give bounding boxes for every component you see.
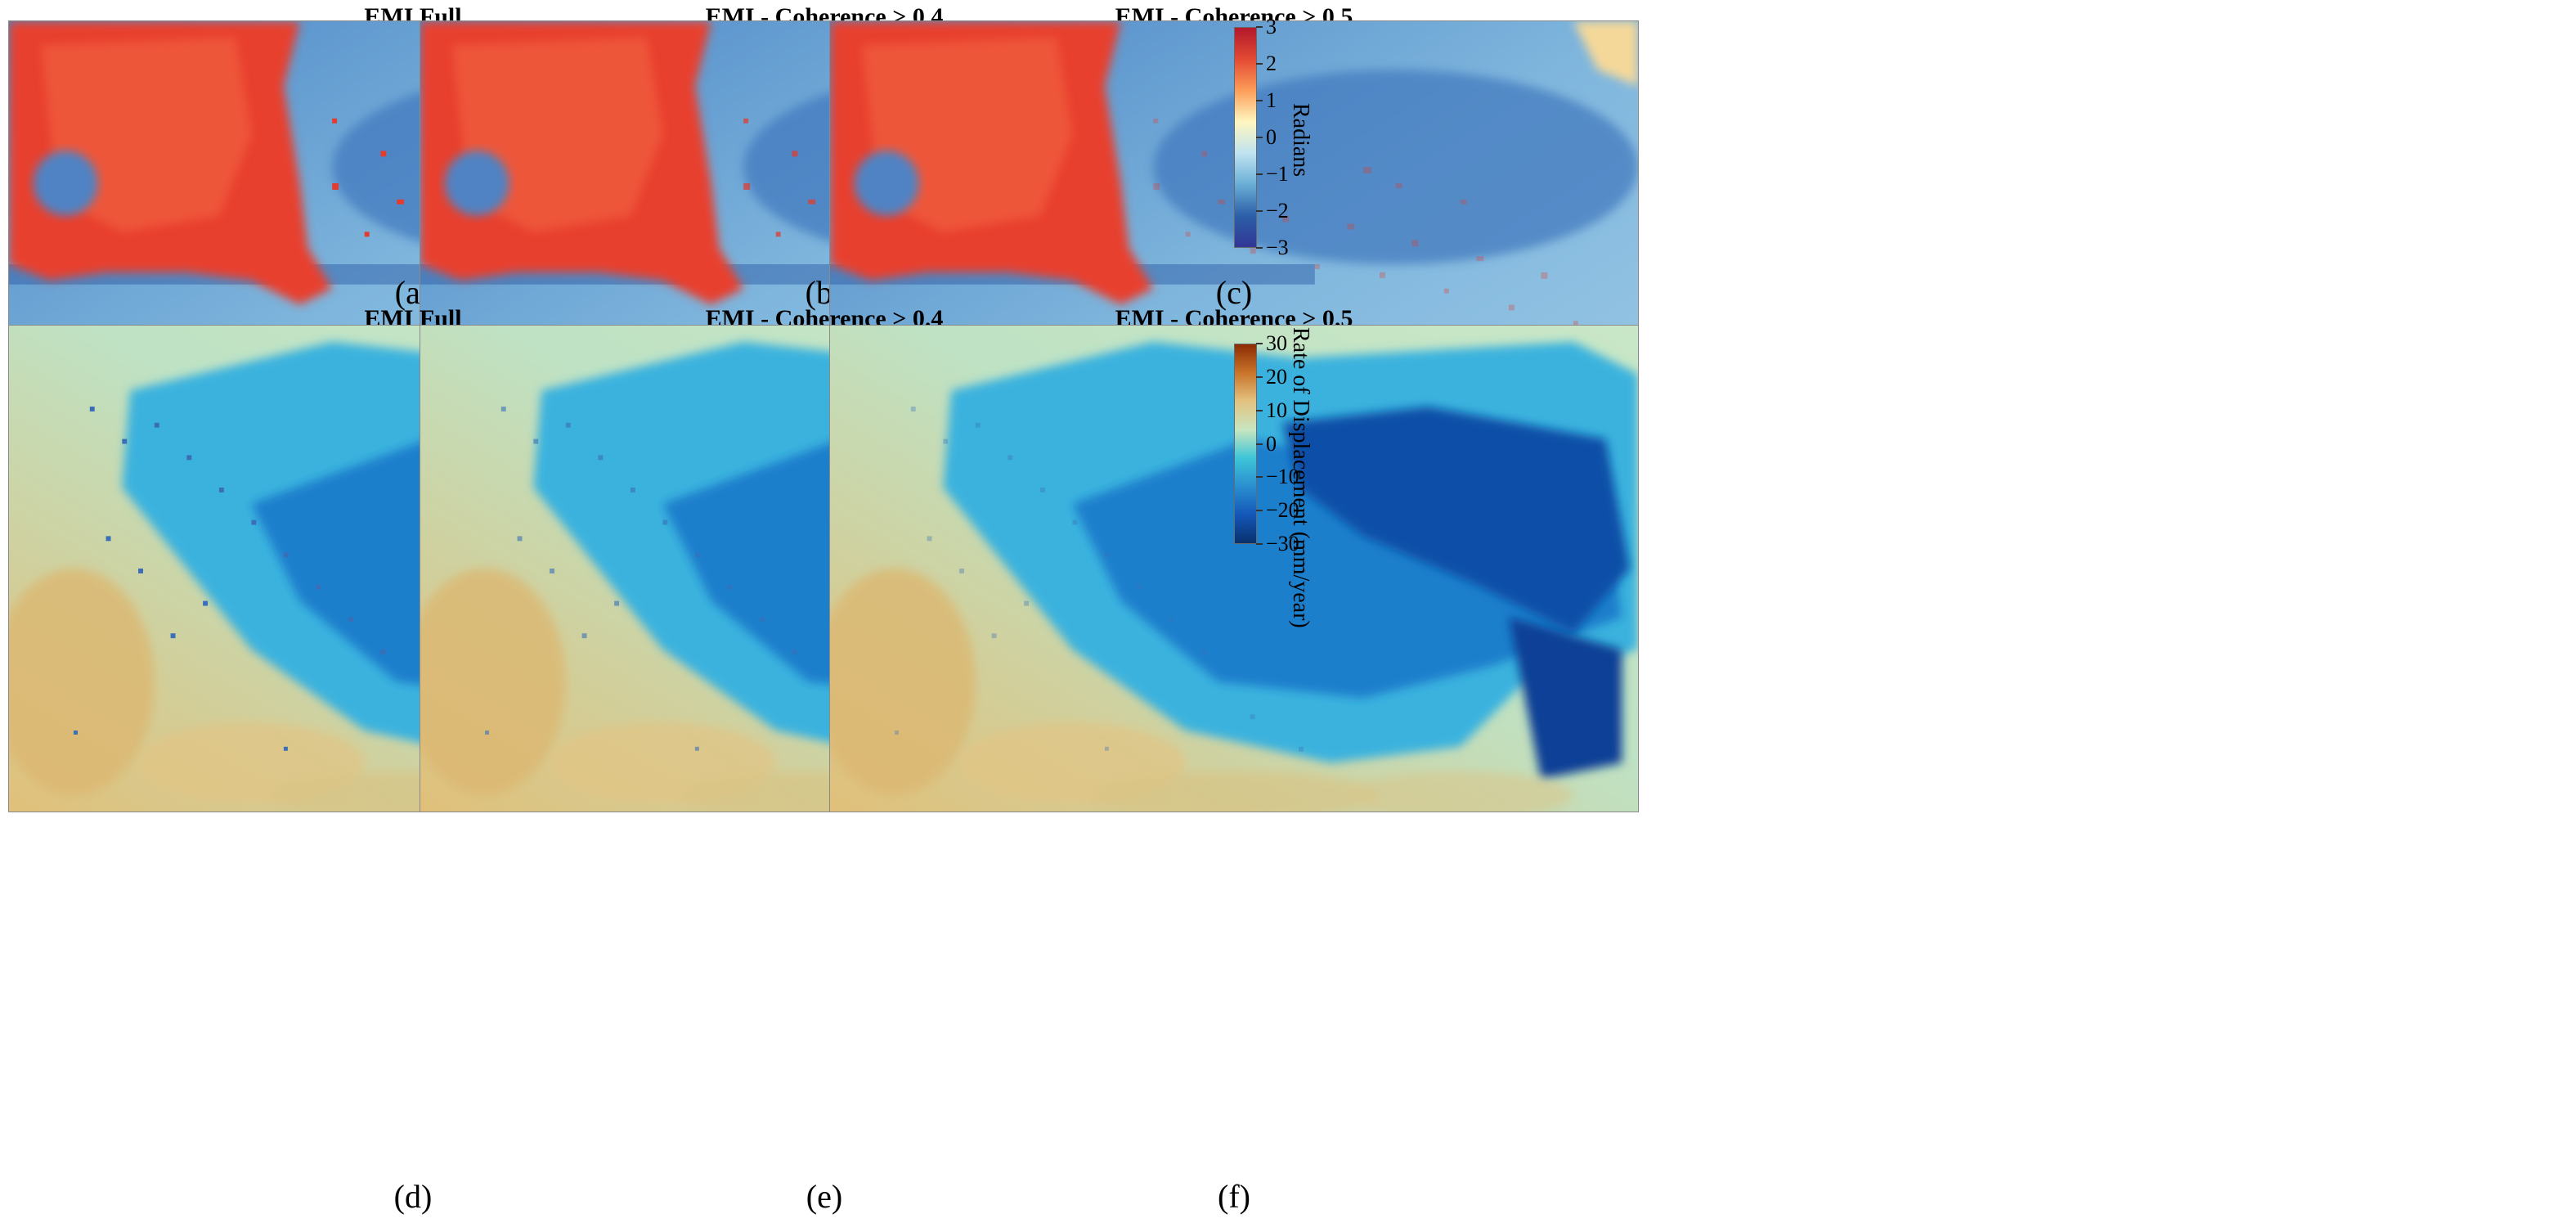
colorbar-tick: 30 [1256, 331, 1287, 355]
colorbar-gradient [1234, 344, 1257, 544]
colorbar-tick: 10 [1256, 398, 1287, 422]
colorbar-gradient [1234, 27, 1257, 248]
panel-label: (c) [1215, 274, 1253, 311]
colorbar-tick: −10 [1256, 465, 1299, 489]
rate-map-coh-05 [829, 325, 1639, 812]
colorbar-tick: −20 [1256, 498, 1299, 523]
colorbar-tick: 1 [1256, 88, 1277, 112]
colorbar-tick: −3 [1256, 236, 1289, 259]
colorbar-tick: −2 [1256, 198, 1289, 223]
colorbar-tick: 3 [1256, 15, 1277, 38]
colorbar-tick: 2 [1256, 52, 1277, 75]
colorbar-tick: 20 [1256, 364, 1287, 389]
panel-label: (f) [1218, 1178, 1250, 1215]
colorbar-tick: −1 [1256, 162, 1289, 186]
colorbar-label: Radians [1288, 103, 1313, 178]
panel-label: (d) [393, 1178, 433, 1215]
colorbar-tick: 0 [1256, 431, 1277, 456]
colorbar-tick: −30 [1256, 532, 1299, 555]
colorbar-tick: 0 [1256, 125, 1277, 149]
panel-label: (e) [806, 1178, 843, 1215]
colorbar-label: Rate of Displacement (mm/year) [1288, 327, 1313, 628]
